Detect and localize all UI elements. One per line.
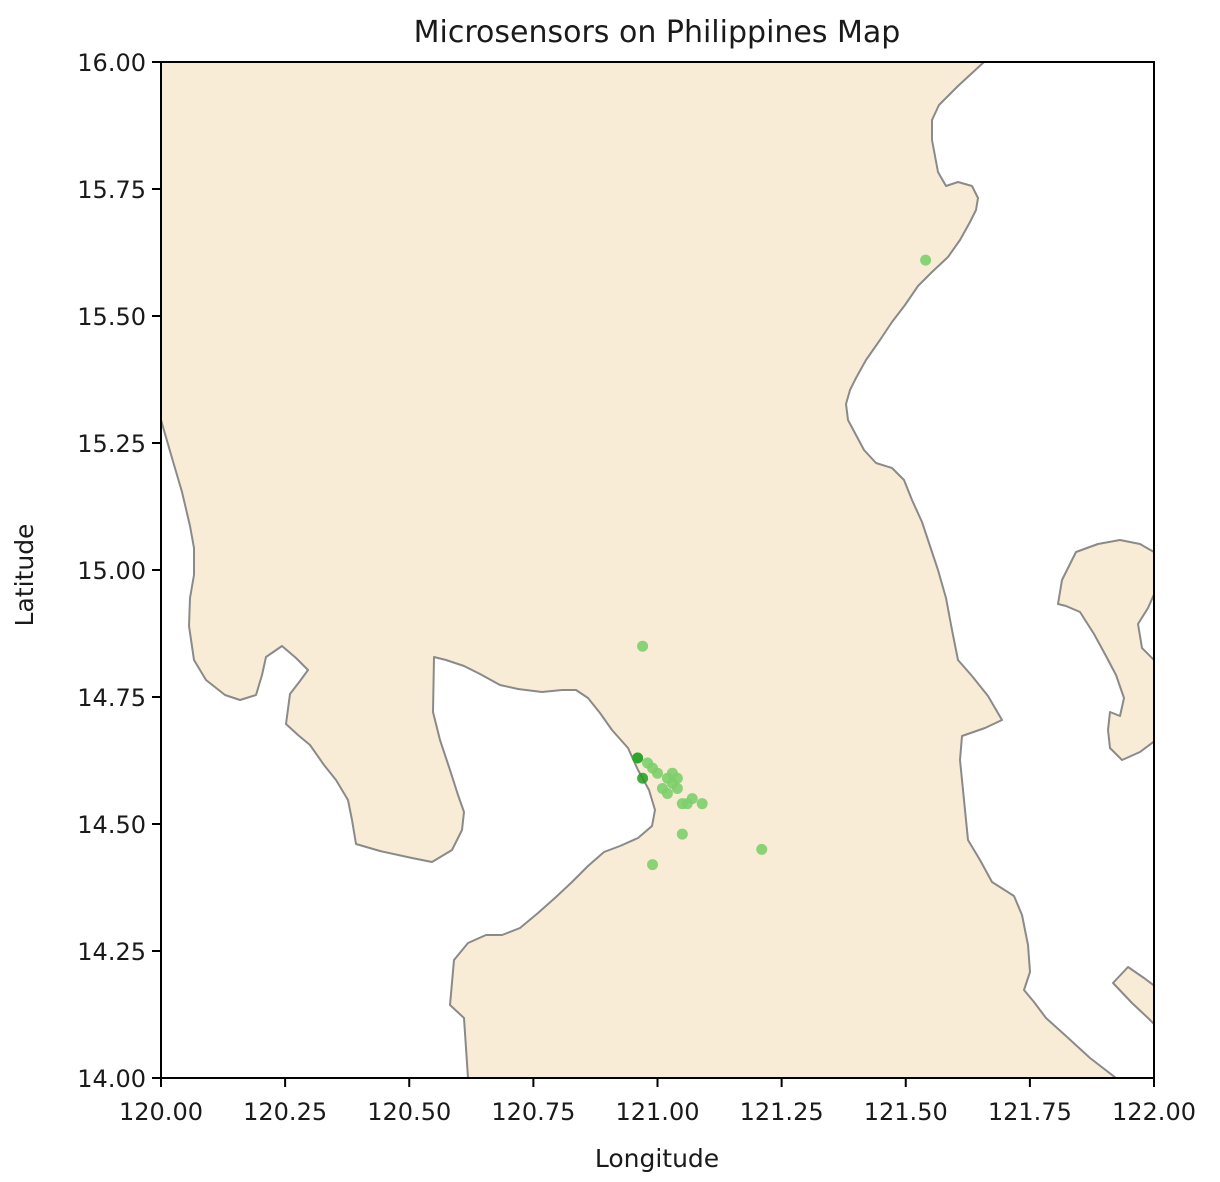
x-tick-label: 121.75	[988, 1098, 1072, 1126]
x-axis-ticks: 120.00 120.25 120.50 120.75 121.00 121.25 121.…	[119, 1078, 1196, 1126]
sensor-point[interactable]	[652, 767, 663, 779]
polillo-island	[1057, 539, 1154, 761]
y-tick-label: 15.50	[77, 303, 146, 331]
y-tick-label: 14.00	[77, 1065, 146, 1093]
x-tick-label: 121.00	[616, 1098, 700, 1126]
x-tick-label: 120.25	[243, 1098, 327, 1126]
sensor-point[interactable]	[661, 788, 673, 800]
sensor-point[interactable]	[756, 843, 768, 855]
luzon-landmass	[161, 62, 1117, 1078]
sensor-point[interactable]	[671, 782, 683, 794]
chart-title: Microsensors on Philippines Map	[414, 15, 901, 50]
y-tick-label: 15.25	[77, 430, 146, 458]
y-tick-label: 16.00	[77, 49, 146, 77]
y-tick-label: 14.25	[77, 938, 146, 966]
x-tick-label: 120.75	[491, 1098, 575, 1126]
sensor-point[interactable]	[671, 772, 683, 784]
y-tick-label: 14.50	[77, 811, 146, 839]
y-tick-label: 14.75	[77, 684, 146, 712]
sensor-point[interactable]	[686, 793, 698, 805]
x-tick-label: 121.25	[740, 1098, 824, 1126]
y-tick-label: 15.00	[77, 557, 146, 585]
x-axis-label: Longitude	[595, 1144, 719, 1173]
sensor-point[interactable]	[637, 640, 649, 652]
map-area	[161, 62, 1154, 1078]
sensor-markers	[632, 254, 932, 871]
y-tick-label: 15.75	[77, 176, 146, 204]
sensor-point[interactable]	[676, 828, 688, 840]
sensor-point[interactable]	[632, 752, 644, 764]
sensor-point[interactable]	[920, 254, 932, 266]
x-tick-label: 120.00	[119, 1098, 203, 1126]
sensor-point[interactable]	[637, 772, 649, 784]
y-axis-ticks: 14.00 14.25 14.50 14.75 15.00 15.25 15.50 15.75…	[77, 49, 161, 1093]
x-tick-label: 120.50	[367, 1098, 451, 1126]
x-tick-label: 122.00	[1112, 1098, 1196, 1126]
sensor-point[interactable]	[696, 798, 708, 810]
sensor-point[interactable]	[647, 859, 659, 871]
south-east-island	[1112, 966, 1154, 1026]
y-axis-label: Latitude	[10, 524, 39, 627]
x-tick-label: 121.50	[864, 1098, 948, 1126]
